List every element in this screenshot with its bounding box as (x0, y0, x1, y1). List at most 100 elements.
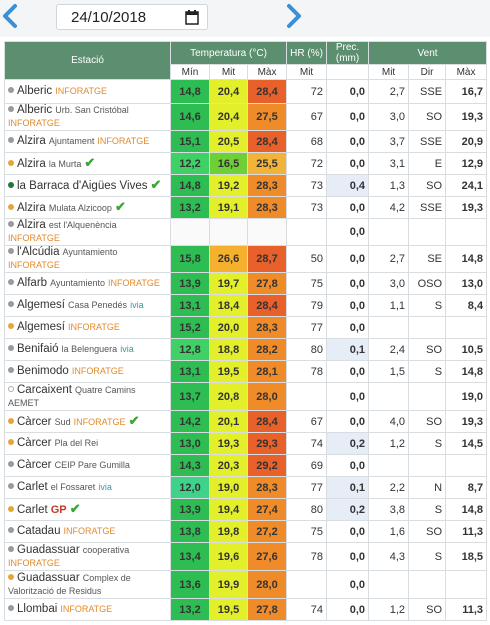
station-name[interactable]: Catadau (17, 525, 61, 537)
station-location: Urb. San Cristóbal (55, 105, 129, 115)
status-dot-icon (8, 87, 14, 93)
station-name[interactable]: Alzira (17, 158, 46, 170)
station-cell[interactable]: Carcaixent Quatre Camins AEMET (4, 382, 171, 411)
station-name[interactable]: Alberic (17, 104, 53, 117)
wind-mit-cell: 2,7 (368, 245, 410, 273)
station-location: cooperativa (82, 544, 130, 555)
station-name[interactable]: Alzira (17, 202, 46, 214)
station-cell[interactable]: la Barraca d'Aigües Vives ✔ (4, 174, 171, 197)
station-cell[interactable]: Alzira la Murta ✔ (4, 152, 171, 175)
table-row[interactable]: Alfarb Ayuntamiento INFORATGE 13,9 19,7 27,… (4, 272, 488, 295)
table-row[interactable]: Carlet el Fossaret ivia 12,0 19,0 28,3 77 0,1… (4, 476, 488, 499)
wind-mit-cell (368, 382, 410, 411)
wind-dir-cell: SO (408, 598, 447, 621)
table-row[interactable]: Alzira Mulata Alzicoop ✔ 13,2 19,1 28,3 73 0,… (4, 196, 488, 219)
station-name[interactable]: Carlet (17, 504, 48, 516)
table-row[interactable]: Càrcer Pla del Rei 13,0 19,3 29,3 74 0,2 1,2 S 1… (4, 432, 488, 455)
wind-max-header[interactable]: Màx (445, 64, 488, 80)
station-name[interactable]: Llombai (17, 603, 58, 615)
station-name[interactable]: Alfarb (17, 277, 48, 289)
station-name[interactable]: Benimodo (17, 365, 69, 377)
station-location: est l'Alquenència (48, 220, 117, 230)
station-cell[interactable]: l'Alcúdia Ayuntamiento INFORATGE (4, 245, 171, 273)
station-name[interactable]: Benifaió (17, 343, 59, 355)
table-row[interactable]: Càrcer CEIP Pare Gumilla 14,3 20,3 29,2 69 0,… (4, 454, 488, 477)
station-cell[interactable]: Catadau INFORATGE (4, 520, 171, 543)
station-header[interactable]: Estació (4, 41, 171, 80)
station-cell[interactable]: Alberic Urb. San Cristóbal INFORATGE (4, 103, 171, 131)
station-name[interactable]: Guadassuar (17, 571, 80, 584)
table-row[interactable]: Alzira Ajuntament INFORATGE 15,1 20,5 28,4 6… (4, 130, 488, 153)
table-row[interactable]: Alzira est l'Alquenència INFORATGE 0,0 (4, 218, 488, 246)
table-row[interactable]: Benimodo INFORATGE 13,1 19,5 28,1 78 0,0 1,5 S 1… (4, 360, 488, 383)
station-name[interactable]: Alzira (17, 135, 46, 147)
table-row[interactable]: Llombai INFORATGE 13,2 19,5 27,8 74 0,0 1,2 SO 1… (4, 598, 488, 621)
date-field[interactable]: 24/10/2018 (56, 4, 208, 30)
station-cell[interactable]: Alfarb Ayuntamiento INFORATGE (4, 272, 171, 295)
wind-header: Vent (368, 41, 488, 65)
table-row[interactable]: Càrcer Sud INFORATGE ✔ 14,2 20,1 28,4 67 0,0 4… (4, 410, 488, 433)
table-row[interactable]: Benifaió la Belenguera ivia 12,8 18,8 28,2 8… (4, 338, 488, 361)
wind-max-cell: 11,3 (445, 520, 488, 543)
station-cell[interactable]: Càrcer CEIP Pare Gumilla (4, 454, 171, 477)
station-cell[interactable]: Algemesí Casa Penedés ivia (4, 294, 171, 317)
station-name[interactable]: Càrcer (17, 416, 52, 428)
station-name[interactable]: la Barraca d'Aigües Vives (17, 180, 148, 192)
wind-dir-header[interactable]: Dir (408, 64, 447, 80)
chevron-left-icon[interactable] (0, 3, 22, 29)
station-cell[interactable]: Càrcer Pla del Rei (4, 432, 171, 455)
table-row[interactable]: Alberic Urb. San Cristóbal INFORATGE 14,6… (4, 103, 488, 131)
station-cell[interactable]: Benimodo INFORATGE (4, 360, 171, 383)
network-brand: INFORATGE (55, 86, 108, 96)
table-row[interactable]: la Barraca d'Aigües Vives ✔ 14,8 19,2 28,3 7… (4, 174, 488, 197)
temp-min-cell: 14,6 (170, 103, 210, 131)
temp-max-header[interactable]: Màx (246, 64, 288, 80)
station-cell[interactable]: Guadassuar Complex de Valorització de Re… (4, 570, 171, 599)
wind-mit-cell: 1,2 (368, 598, 410, 621)
station-name[interactable]: Algemesí (17, 299, 65, 311)
station-location: Mulata Alzicoop (48, 203, 112, 213)
table-row[interactable]: Carcaixent Quatre Camins AEMET 13,7 20,8 28… (4, 382, 488, 411)
station-name[interactable]: Alberic (17, 85, 53, 97)
temp-min-header[interactable]: Mín (170, 64, 210, 80)
station-name[interactable]: Càrcer (17, 459, 52, 471)
station-name[interactable]: Carlet (17, 481, 48, 493)
wind-mit-header[interactable]: Mit (368, 64, 410, 80)
station-name[interactable]: Càrcer (17, 437, 52, 449)
table-row[interactable]: l'Alcúdia Ayuntamiento INFORATGE 15,8 26,6… (4, 245, 488, 273)
table-row[interactable]: Guadassuar cooperativa INFORATGE 13,4 19,6… (4, 542, 488, 571)
station-cell[interactable]: Guadassuar cooperativa INFORATGE (4, 542, 171, 571)
station-cell[interactable]: Càrcer Sud INFORATGE ✔ (4, 410, 171, 433)
temp-mit-header[interactable]: Mit (209, 64, 248, 80)
table-row[interactable]: Algemesí INFORATGE 15,2 20,0 28,3 77 0,0 (4, 316, 488, 339)
station-cell[interactable]: Carlet GP ✔ (4, 498, 171, 521)
temp-mit-cell (209, 218, 248, 246)
station-cell[interactable]: Alberic INFORATGE (4, 79, 171, 104)
station-name[interactable]: Carcaixent (17, 383, 72, 396)
station-cell[interactable]: Llombai INFORATGE (4, 598, 171, 621)
table-row[interactable]: Alzira la Murta ✔ 12,2 16,5 25,5 72 0,0 3,1 E 12… (4, 152, 488, 175)
station-cell[interactable]: Alzira Mulata Alzicoop ✔ (4, 196, 171, 219)
status-dot-icon (8, 367, 14, 373)
station-cell[interactable]: Alzira est l'Alquenència INFORATGE (4, 218, 171, 246)
table-row[interactable]: Catadau INFORATGE 13,8 19,8 27,2 75 0,0 1,6 SO 1… (4, 520, 488, 543)
station-cell[interactable]: Alzira Ajuntament INFORATGE (4, 130, 171, 153)
station-cell[interactable]: Benifaió la Belenguera ivia (4, 338, 171, 361)
table-row[interactable]: Algemesí Casa Penedés ivia 13,1 18,4 28,4 79… (4, 294, 488, 317)
table-row[interactable]: Guadassuar Complex de Valorització de Re… (4, 570, 488, 599)
calendar-icon[interactable] (185, 10, 199, 25)
station-cell[interactable]: Carlet el Fossaret ivia (4, 476, 171, 499)
hr-mit-header[interactable]: Mit (286, 64, 328, 80)
temp-max-cell: 28,4 (246, 79, 288, 104)
station-name[interactable]: l'Alcúdia (17, 246, 60, 259)
wind-dir-cell (408, 570, 447, 599)
station-cell[interactable]: Algemesí INFORATGE (4, 316, 171, 339)
wind-mit-cell: 1,2 (368, 432, 410, 455)
station-name[interactable]: Algemesí (17, 321, 65, 333)
table-row[interactable]: Alberic INFORATGE 14,8 20,4 28,4 72 0,0 2,7 SSE… (4, 79, 488, 104)
table-row[interactable]: Carlet GP ✔ 13,9 19,4 27,4 80 0,2 3,8 S 14,8 (4, 498, 488, 521)
station-name[interactable]: Guadassuar (17, 543, 80, 556)
chevron-right-icon[interactable] (282, 3, 304, 29)
prec-cell: 0,2 (326, 432, 370, 455)
station-name[interactable]: Alzira (17, 219, 46, 232)
